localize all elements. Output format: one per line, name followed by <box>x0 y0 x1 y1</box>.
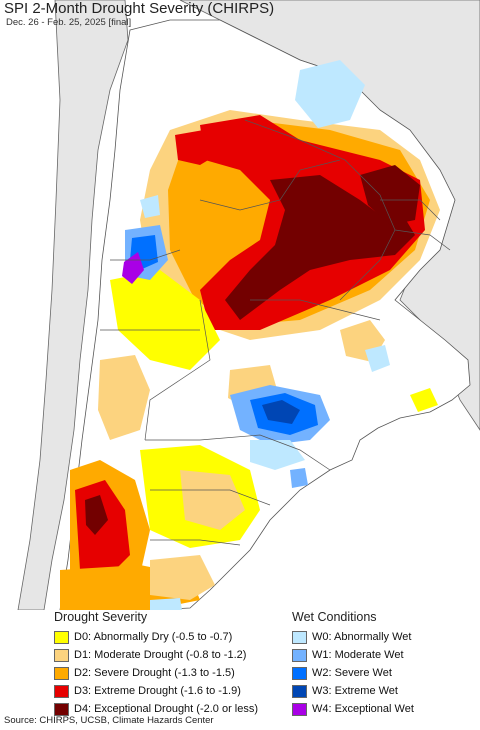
legend-swatch <box>292 648 307 662</box>
map-subtitle: Dec. 26 - Feb. 25, 2025 [final] <box>6 17 132 28</box>
legend-item: W3: Extreme Wet <box>292 682 414 700</box>
legend-label: D2: Severe Drought (-1.3 to -1.5) <box>74 667 235 679</box>
region-base <box>59 19 471 610</box>
legend-label: D0: Abnormally Dry (-0.5 to -0.7) <box>74 631 233 643</box>
legend-item: D1: Moderate Drought (-0.8 to -1.2) <box>54 646 258 664</box>
legend-item: W1: Moderate Wet <box>292 646 414 664</box>
legend-swatch <box>54 702 69 716</box>
admin-borders <box>100 119 451 546</box>
outside-land <box>17 0 480 610</box>
map-title: SPI 2-Month Drought Severity (CHIRPS) <box>4 0 275 17</box>
legend-label: W4: Exceptional Wet <box>312 703 414 715</box>
legend-drought: Drought Severity D0: Abnormally Dry (-0.… <box>54 610 258 718</box>
legend-label: W0: Abnormally Wet <box>312 631 412 643</box>
severity-patches <box>60 60 440 610</box>
legend-item: D3: Extreme Drought (-1.6 to -1.9) <box>54 682 258 700</box>
legend-item: W0: Abnormally Wet <box>292 628 414 646</box>
legend-swatch <box>292 666 307 680</box>
legend-label: D3: Extreme Drought (-1.6 to -1.9) <box>74 685 241 697</box>
legend-label: W1: Moderate Wet <box>312 649 404 661</box>
legend-drought-heading: Drought Severity <box>54 610 148 624</box>
legend-swatch <box>292 684 307 698</box>
legend-swatch <box>292 630 307 644</box>
legend-wet-heading: Wet Conditions <box>292 610 377 624</box>
legend-wet: Wet Conditions W0: Abnormally Wet W1: Mo… <box>292 610 414 718</box>
legend-swatch <box>54 666 69 680</box>
legend-item: D2: Severe Drought (-1.3 to -1.5) <box>54 664 258 682</box>
legend-label: D4: Exceptional Drought (-2.0 or less) <box>74 703 259 715</box>
source-credit: Source: CHIRPS, UCSB, Climate Hazards Ce… <box>4 715 214 726</box>
legend-swatch <box>292 702 307 716</box>
legend-label: D1: Moderate Drought (-0.8 to -1.2) <box>74 649 247 661</box>
legend-item: D4: Exceptional Drought (-2.0 or less) <box>54 700 258 718</box>
legend-label: W3: Extreme Wet <box>312 685 398 697</box>
legend-item: D0: Abnormally Dry (-0.5 to -0.7) <box>54 628 258 646</box>
legend-swatch <box>54 684 69 698</box>
legend-swatch <box>54 630 69 644</box>
legend-label: W2: Severe Wet <box>312 667 392 679</box>
legend-item: W2: Severe Wet <box>292 664 414 682</box>
drought-map <box>17 0 480 610</box>
legend-item: W4: Exceptional Wet <box>292 700 414 718</box>
legend-swatch <box>54 648 69 662</box>
